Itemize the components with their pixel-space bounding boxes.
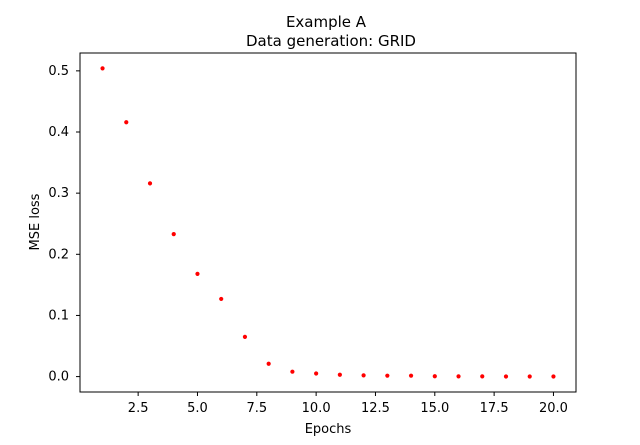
- x-tick-label: 17.5: [480, 401, 509, 416]
- x-tick-label: 15.0: [420, 401, 449, 416]
- data-point: [147, 181, 153, 186]
- y-tick-label: 0.5: [48, 64, 69, 79]
- x-tick-label: 7.5: [246, 401, 267, 416]
- data-point: [480, 374, 485, 379]
- x-tick-label: 12.5: [361, 401, 390, 416]
- y-axis-label: MSE loss: [28, 193, 43, 250]
- data-point: [432, 374, 437, 379]
- plot-frame: [79, 52, 577, 393]
- data-point: [385, 373, 390, 378]
- x-axis-label: Epochs: [305, 422, 352, 437]
- data-point: [266, 361, 271, 366]
- chart-title: Example A: [286, 13, 367, 31]
- data-point: [456, 374, 461, 379]
- x-tick-label: 20.0: [539, 401, 568, 416]
- data-point: [527, 374, 532, 379]
- data-point: [219, 296, 224, 302]
- y-tick-label: 0.4: [48, 125, 69, 140]
- data-point: [195, 271, 200, 276]
- data-point: [124, 120, 129, 125]
- data-point: [290, 369, 295, 374]
- y-tick-label: 0.2: [48, 247, 69, 262]
- data-point: [314, 371, 319, 376]
- x-tick-label: 10.0: [302, 401, 331, 416]
- data-point: [100, 66, 105, 71]
- y-tick-label: 0.0: [48, 370, 69, 385]
- data-point: [408, 373, 414, 378]
- data-point: [171, 232, 176, 237]
- data-point: [337, 372, 342, 377]
- y-tick-label: 0.3: [48, 186, 69, 201]
- y-tick-label: 0.1: [48, 308, 69, 323]
- chart-subtitle: Data generation: GRID: [246, 32, 416, 50]
- data-point: [503, 374, 509, 379]
- x-tick-label: 5.0: [187, 401, 208, 416]
- data-point: [361, 373, 366, 378]
- data-point: [551, 374, 556, 379]
- data-point: [242, 334, 248, 339]
- plot-layer: 2.5 5.0 7.5 10.0 12.5 15.0 17.5 20.0 0.0 0.1 0.2 0.…: [48, 64, 568, 416]
- x-tick-label: 2.5: [128, 401, 149, 416]
